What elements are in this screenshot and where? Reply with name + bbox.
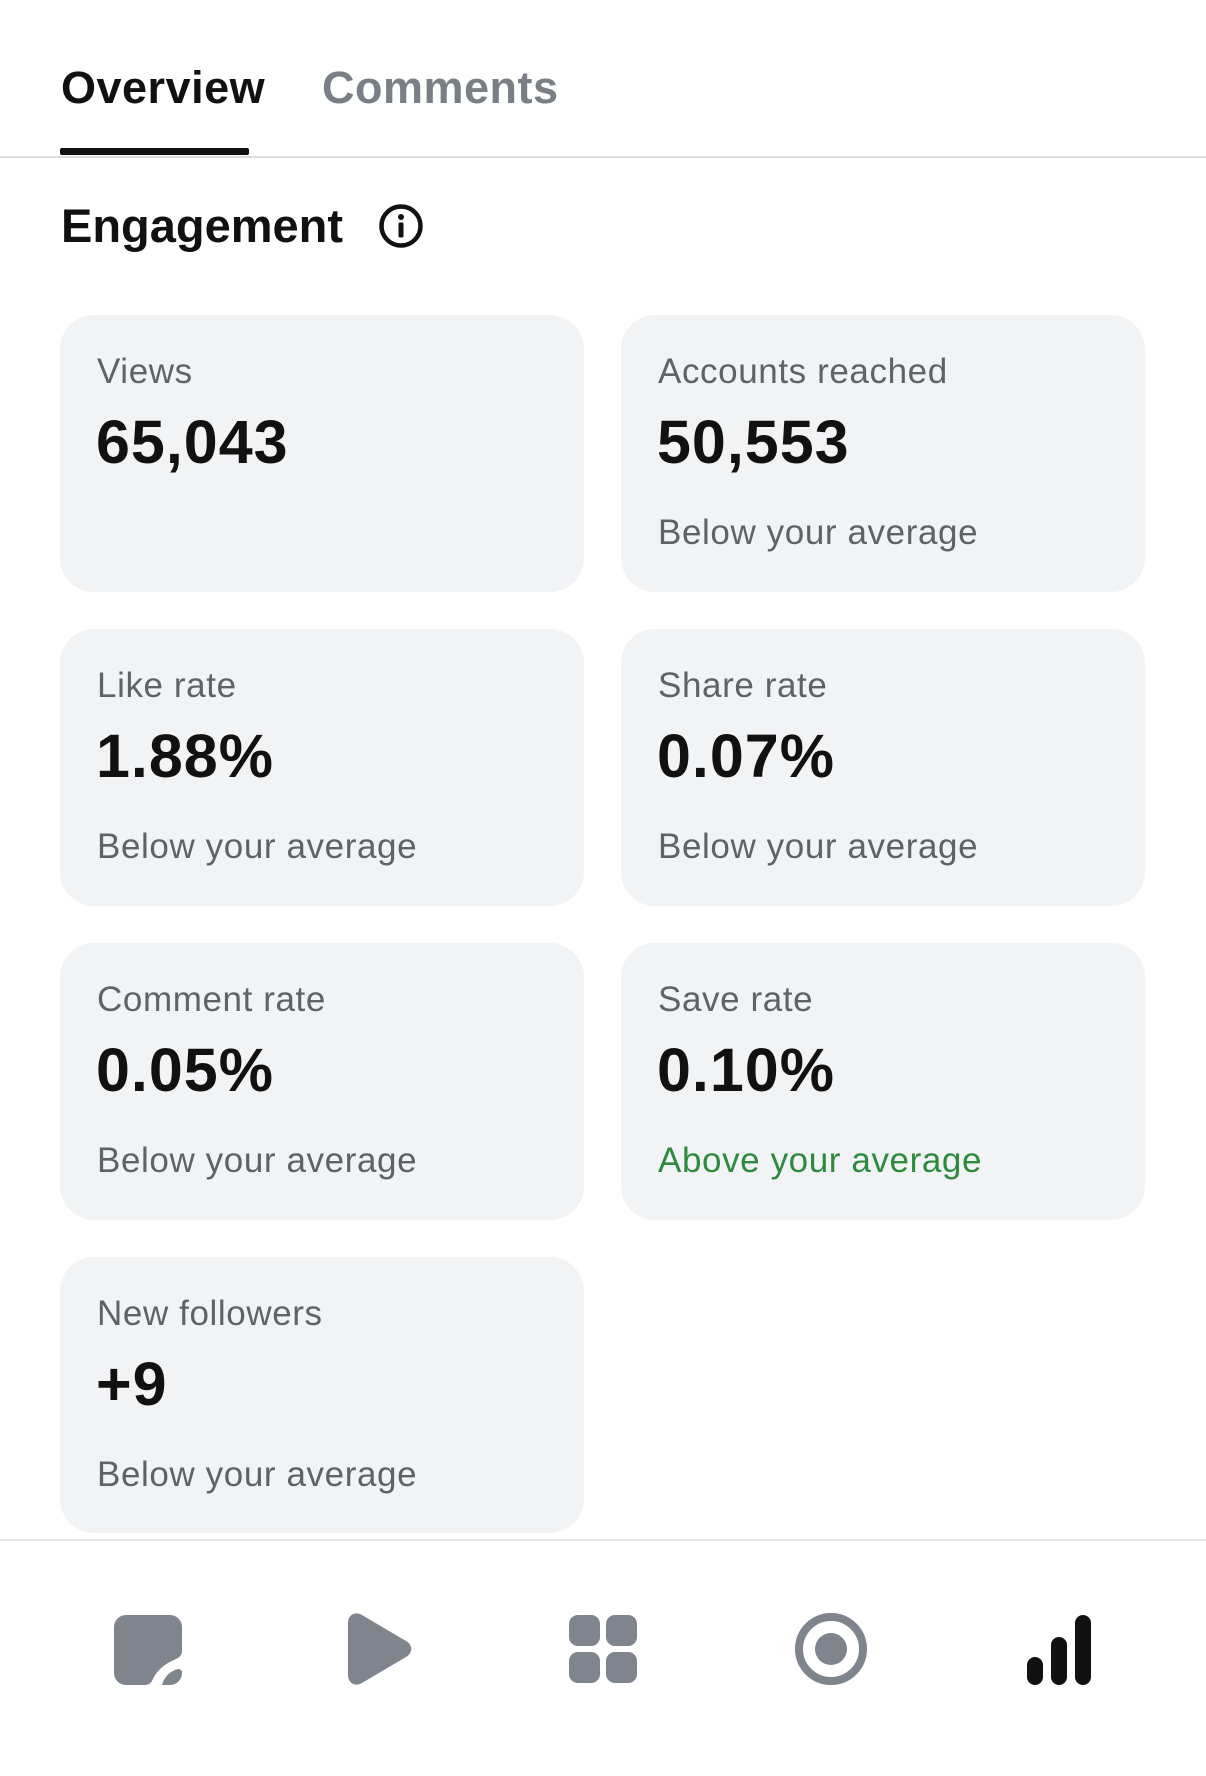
- metric-card-save-rate[interactable]: Save rate 0.10% Above your average: [621, 943, 1145, 1220]
- metric-label: Comment rate: [97, 980, 326, 1019]
- metric-value: 0.10%: [657, 1036, 835, 1104]
- metric-label: Accounts reached: [658, 352, 948, 391]
- metric-label: Views: [97, 352, 193, 391]
- metric-card-like-rate[interactable]: Like rate 1.88% Below your average: [60, 629, 584, 906]
- tab-overview[interactable]: Overview: [61, 62, 266, 113]
- metric-value: 65,043: [96, 408, 289, 476]
- bottom-nav: [0, 1539, 1206, 1776]
- metric-card-share-rate[interactable]: Share rate 0.07% Below your average: [621, 629, 1145, 906]
- tab-bar: Overview Comments: [0, 0, 1206, 158]
- section-title: Engagement: [61, 199, 344, 252]
- info-circle-icon[interactable]: [378, 203, 424, 249]
- active-tab-indicator: [60, 148, 249, 155]
- grid-icon[interactable]: [561, 1607, 645, 1691]
- metric-comparison: Below your average: [658, 513, 979, 552]
- metric-card-views[interactable]: Views 65,043: [60, 315, 584, 592]
- metric-label: Share rate: [658, 666, 828, 705]
- metric-comparison: Below your average: [658, 827, 979, 866]
- metric-comparison: Below your average: [97, 1455, 418, 1494]
- play-icon[interactable]: [334, 1607, 418, 1691]
- metric-value: 0.07%: [657, 722, 835, 790]
- metric-value: 1.88%: [96, 722, 274, 790]
- tab-comments[interactable]: Comments: [322, 62, 559, 113]
- metric-comparison: Below your average: [97, 1141, 418, 1180]
- metric-comparison: Below your average: [97, 827, 418, 866]
- metric-card-accounts-reached[interactable]: Accounts reached 50,553 Below your avera…: [621, 315, 1145, 592]
- metric-label: Like rate: [97, 666, 237, 705]
- metric-value: +9: [96, 1350, 168, 1418]
- metric-card-new-followers[interactable]: New followers +9 Below your average: [60, 1257, 584, 1533]
- target-icon[interactable]: [789, 1607, 873, 1691]
- post-icon[interactable]: [106, 1607, 190, 1691]
- metric-comparison: Above your average: [658, 1141, 983, 1180]
- metric-card-comment-rate[interactable]: Comment rate 0.05% Below your average: [60, 943, 584, 1220]
- metric-value: 50,553: [657, 408, 850, 476]
- metric-label: Save rate: [658, 980, 814, 1019]
- insights-bar-chart-icon[interactable]: [1017, 1607, 1101, 1691]
- metric-label: New followers: [97, 1294, 323, 1333]
- metric-value: 0.05%: [96, 1036, 274, 1104]
